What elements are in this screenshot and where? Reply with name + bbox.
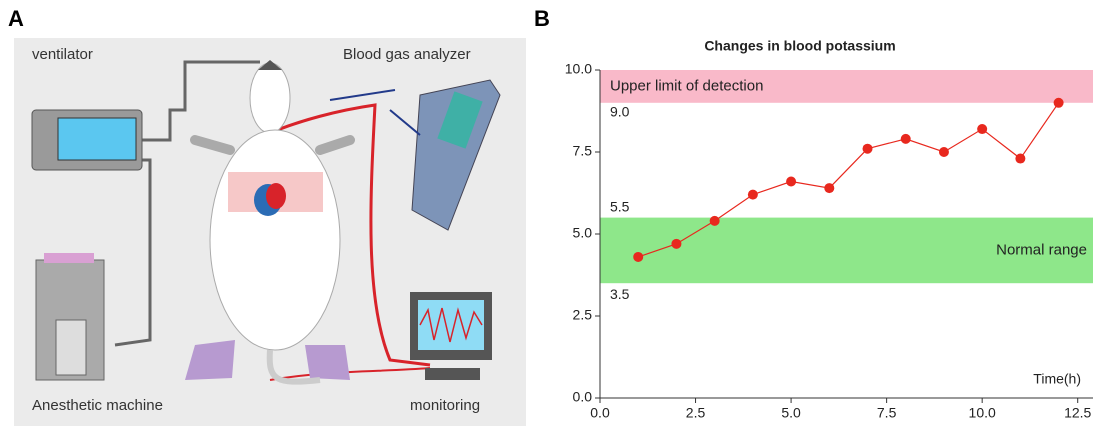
anesthetic-machine-top xyxy=(44,253,94,263)
catheter xyxy=(264,103,431,367)
device-label: Blood gas analyzer xyxy=(343,46,471,63)
analyzer xyxy=(411,79,501,231)
analyzer-screen xyxy=(437,91,483,149)
panel-label: B xyxy=(534,6,550,31)
rat-tail xyxy=(266,349,321,385)
data-point xyxy=(786,176,797,187)
series-line xyxy=(638,102,1060,258)
ventilator-screen xyxy=(57,117,137,161)
y-tick-label: 10.0 xyxy=(565,61,592,77)
data-point xyxy=(900,133,911,144)
y-tick-label: 5.0 xyxy=(573,225,593,241)
ecg xyxy=(419,307,483,343)
rat-feet xyxy=(185,340,350,380)
heart xyxy=(266,183,286,209)
rat-head xyxy=(249,62,291,134)
x-tick-label: 7.5 xyxy=(877,405,897,421)
band xyxy=(600,70,1093,103)
panel-label: A xyxy=(8,6,24,31)
x-axis-label: Time(h) xyxy=(1033,371,1081,387)
data-point xyxy=(747,189,758,200)
data-point xyxy=(862,143,873,154)
data-point xyxy=(1053,97,1064,108)
catheter xyxy=(269,367,431,381)
band xyxy=(600,217,1093,284)
tube xyxy=(140,60,260,142)
syringe-arrow xyxy=(329,89,421,136)
y-tick-label: 0.0 xyxy=(573,389,593,405)
rat-arm xyxy=(190,135,355,155)
vaporizer xyxy=(55,319,87,376)
band-label: Upper limit of detection xyxy=(610,77,763,94)
chart-title: Changes in blood potassium xyxy=(704,38,895,54)
data-point xyxy=(709,215,720,226)
data-point xyxy=(938,147,949,157)
data-point xyxy=(671,238,682,249)
x-tick-label: 5.0 xyxy=(781,405,801,421)
device-label: monitoring xyxy=(410,397,480,414)
y-tick-label: 7.5 xyxy=(573,143,593,159)
device-label: ventilator xyxy=(32,46,93,63)
band-edge-label: 3.5 xyxy=(610,286,630,302)
data-point xyxy=(633,251,644,262)
data-point xyxy=(1015,153,1026,164)
illustration: ventilator Blood gas analyzer Anesthetic… xyxy=(14,38,526,426)
band-edge-label: 9.0 xyxy=(610,104,630,120)
data-point xyxy=(824,183,835,194)
device-label: Anesthetic machine xyxy=(32,397,163,414)
y-tick-label: 2.5 xyxy=(573,307,593,323)
x-tick-label: 10.0 xyxy=(969,405,996,421)
mask xyxy=(258,60,282,70)
x-tick-label: 0.0 xyxy=(590,405,610,421)
band-edge-label: 5.5 xyxy=(610,198,630,214)
x-tick-label: 12.5 xyxy=(1064,405,1091,421)
band-label: Normal range xyxy=(996,241,1087,258)
monitor-base xyxy=(425,368,480,380)
x-tick-label: 2.5 xyxy=(686,405,706,421)
monitor-screen xyxy=(418,300,484,350)
data-point xyxy=(977,124,988,135)
rat-body xyxy=(209,129,341,351)
